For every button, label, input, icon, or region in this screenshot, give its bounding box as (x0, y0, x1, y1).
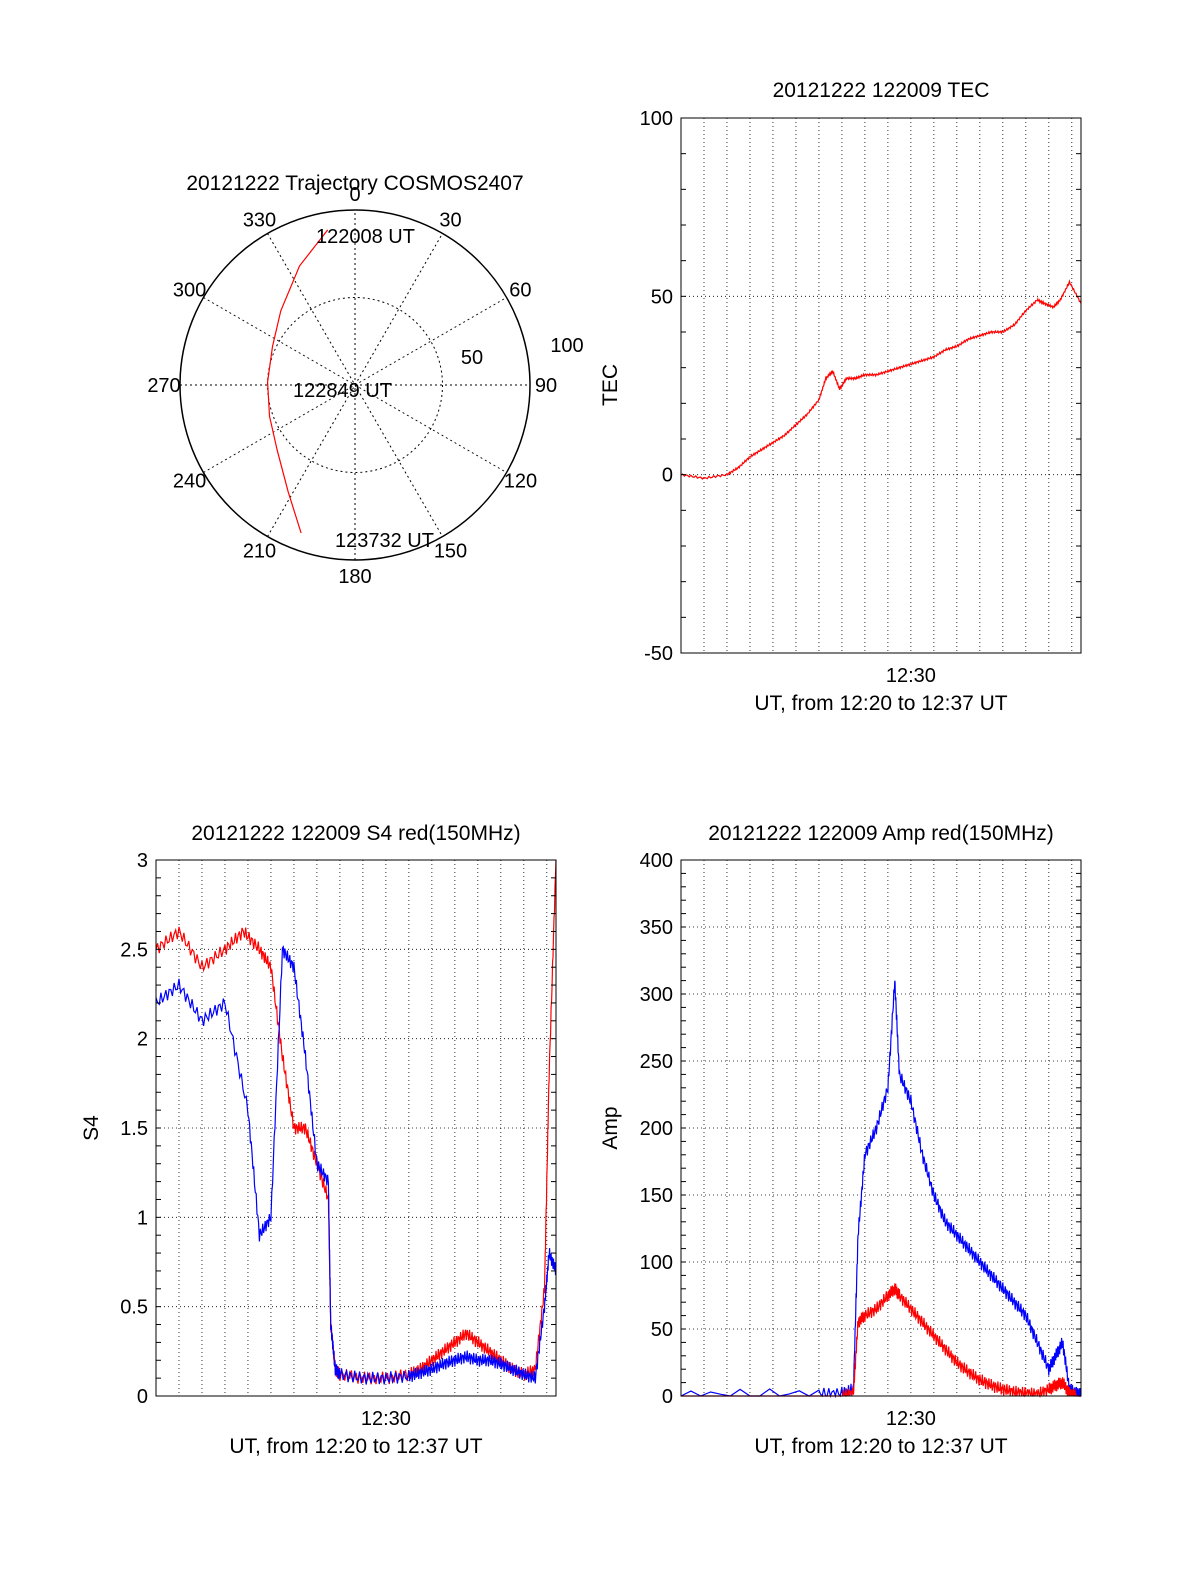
polar-radial-label-100: 100 (550, 335, 583, 357)
polar-annotation-center: 122849 UT (293, 380, 392, 402)
s4-y-tick-label: 1.5 (120, 1118, 148, 1140)
amp-panel: 20121222 122009 Amp red(150MHz) 0 50 100 15… (599, 822, 1082, 1458)
s4-y-tick-label: 2 (137, 1029, 148, 1051)
polar-spokes (180, 210, 530, 560)
tec-x-ticks: 12:30 (886, 665, 936, 687)
s4-title: 20121222 122009 S4 red(150MHz) (191, 822, 520, 845)
s4-series-blue (155, 945, 557, 1385)
s4-x-tick-label: 12:30 (361, 1408, 411, 1430)
s4-series-red (155, 859, 557, 1385)
amp-y-tick-label: 400 (640, 850, 673, 872)
polar-trajectory-panel: 20121222 Trajectory COSMOS2407 0 30 60 90 12… (147, 172, 583, 588)
amp-y-tick-label: 100 (640, 1252, 673, 1274)
tec-y-tick-label: -50 (644, 643, 673, 665)
amp-x-tick-label: 12:30 (886, 1408, 936, 1430)
tec-y-tick-label: 100 (640, 108, 673, 130)
tec-y-axis-label: TEC (599, 364, 622, 406)
polar-spoke (267, 233, 443, 537)
polar-annotation-end: 123732 UT (335, 530, 434, 552)
tec-y-tick-label: 50 (651, 286, 673, 308)
s4-y-tick-label: 0.5 (120, 1297, 148, 1319)
amp-y-tick-label: 350 (640, 917, 673, 939)
polar-angle-label: 30 (439, 210, 461, 232)
s4-x-ticks: 12:30 (361, 1408, 411, 1430)
amp-y-tick-label: 250 (640, 1051, 673, 1073)
amp-series-red (681, 1283, 1081, 1399)
amp-y-tick-label: 150 (640, 1185, 673, 1207)
amp-y-axis-label: Amp (599, 1106, 622, 1149)
s4-y-tick-label: 1 (137, 1207, 148, 1229)
polar-angle-label: 0 (349, 184, 360, 206)
s4-y-tick-label: 3 (137, 850, 148, 872)
polar-angle-labels: 0 30 60 90 120 150 180 210 240 270 300 330 (147, 184, 557, 588)
tec-axes-frame (680, 117, 1082, 654)
polar-inner-circle (267, 297, 443, 473)
polar-radial-label-50: 50 (461, 347, 483, 369)
tec-x-axis-label: UT, from 12:20 to 12:37 UT (754, 692, 1007, 715)
polar-angle-label: 180 (338, 566, 371, 588)
amp-series-blue (680, 980, 1082, 1399)
polar-angle-label: 60 (509, 280, 531, 302)
s4-x-axis-label: UT, from 12:20 to 12:37 UT (229, 1435, 482, 1458)
s4-y-tick-label: 0 (137, 1386, 148, 1408)
polar-angle-label: 90 (535, 375, 557, 397)
s4-panel: 20121222 122009 S4 red(150MHz) 0 0.5 1 1.5 2… (80, 822, 557, 1458)
polar-title: 20121222 Trajectory COSMOS2407 (186, 172, 523, 195)
s4-y-axis-label: S4 (80, 1115, 103, 1141)
amp-y-tick-label: 300 (640, 984, 673, 1006)
tec-series (680, 279, 1082, 480)
polar-angle-label: 240 (173, 471, 206, 493)
amp-x-axis-label: UT, from 12:20 to 12:37 UT (754, 1435, 1007, 1458)
polar-angle-label: 330 (243, 210, 276, 232)
amp-series (680, 980, 1082, 1399)
amp-title: 20121222 122009 Amp red(150MHz) (708, 822, 1054, 845)
tec-grid (681, 117, 1081, 654)
s4-series (155, 859, 557, 1385)
polar-angle-label: 120 (504, 471, 537, 493)
tec-x-tick-label: 12:30 (886, 665, 936, 687)
polar-trajectory-line (266, 229, 329, 534)
amp-y-ticks: 0 50 100 150 200 250 300 350 400 (640, 850, 1081, 1408)
tec-series-red (680, 279, 1082, 480)
amp-y-tick-label: 200 (640, 1118, 673, 1140)
tec-y-tick-label: 0 (662, 465, 673, 487)
tec-panel: 20121222 122009 TEC -50 0 50 100 12:30 UT, … (599, 79, 1082, 715)
s4-grid (156, 859, 556, 1397)
polar-angle-label: 270 (147, 375, 180, 397)
polar-angle-label: 150 (434, 540, 467, 562)
amp-y-tick-label: 0 (662, 1386, 673, 1408)
polar-angle-label: 300 (173, 280, 206, 302)
amp-grid (681, 859, 1081, 1397)
polar-annotation-start: 122008 UT (316, 226, 415, 248)
polar-angle-label: 210 (243, 540, 276, 562)
tec-title: 20121222 122009 TEC (773, 79, 990, 102)
s4-y-ticks: 0 0.5 1 1.5 2 2.5 3 (120, 850, 556, 1408)
amp-x-ticks: 12:30 (886, 1408, 936, 1430)
amp-y-tick-label: 50 (651, 1319, 673, 1341)
s4-y-tick-label: 2.5 (120, 939, 148, 961)
tec-y-ticks: -50 0 50 100 (640, 108, 1081, 665)
